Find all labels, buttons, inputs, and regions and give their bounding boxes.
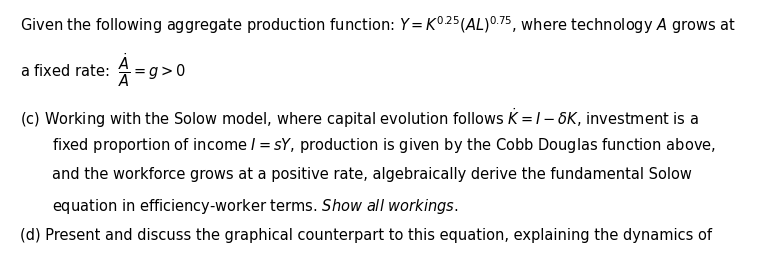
Text: (d) Present and discuss the graphical counterpart to this equation, explaining t: (d) Present and discuss the graphical co… — [20, 228, 713, 243]
Text: Given the following aggregate production function: $Y = K^{0.25}(AL)^{0.75}$, wh: Given the following aggregate production… — [20, 14, 736, 36]
Text: equation in efficiency-worker terms. $\mathit{Show\ all\ workings}.$: equation in efficiency-worker terms. $\m… — [52, 197, 458, 216]
Text: (c) Working with the Solow model, where capital evolution follows $\dot{K} = I -: (c) Working with the Solow model, where … — [20, 106, 699, 130]
Text: a fixed rate:  $\dfrac{\dot{A}}{A} = g > 0$: a fixed rate: $\dfrac{\dot{A}}{A} = g > … — [20, 52, 186, 89]
Text: fixed proportion of income $I = sY$, production is given by the Cobb Douglas fun: fixed proportion of income $I = sY$, pro… — [52, 136, 716, 155]
Text: and the workforce grows at a positive rate, algebraically derive the fundamental: and the workforce grows at a positive ra… — [52, 167, 691, 182]
